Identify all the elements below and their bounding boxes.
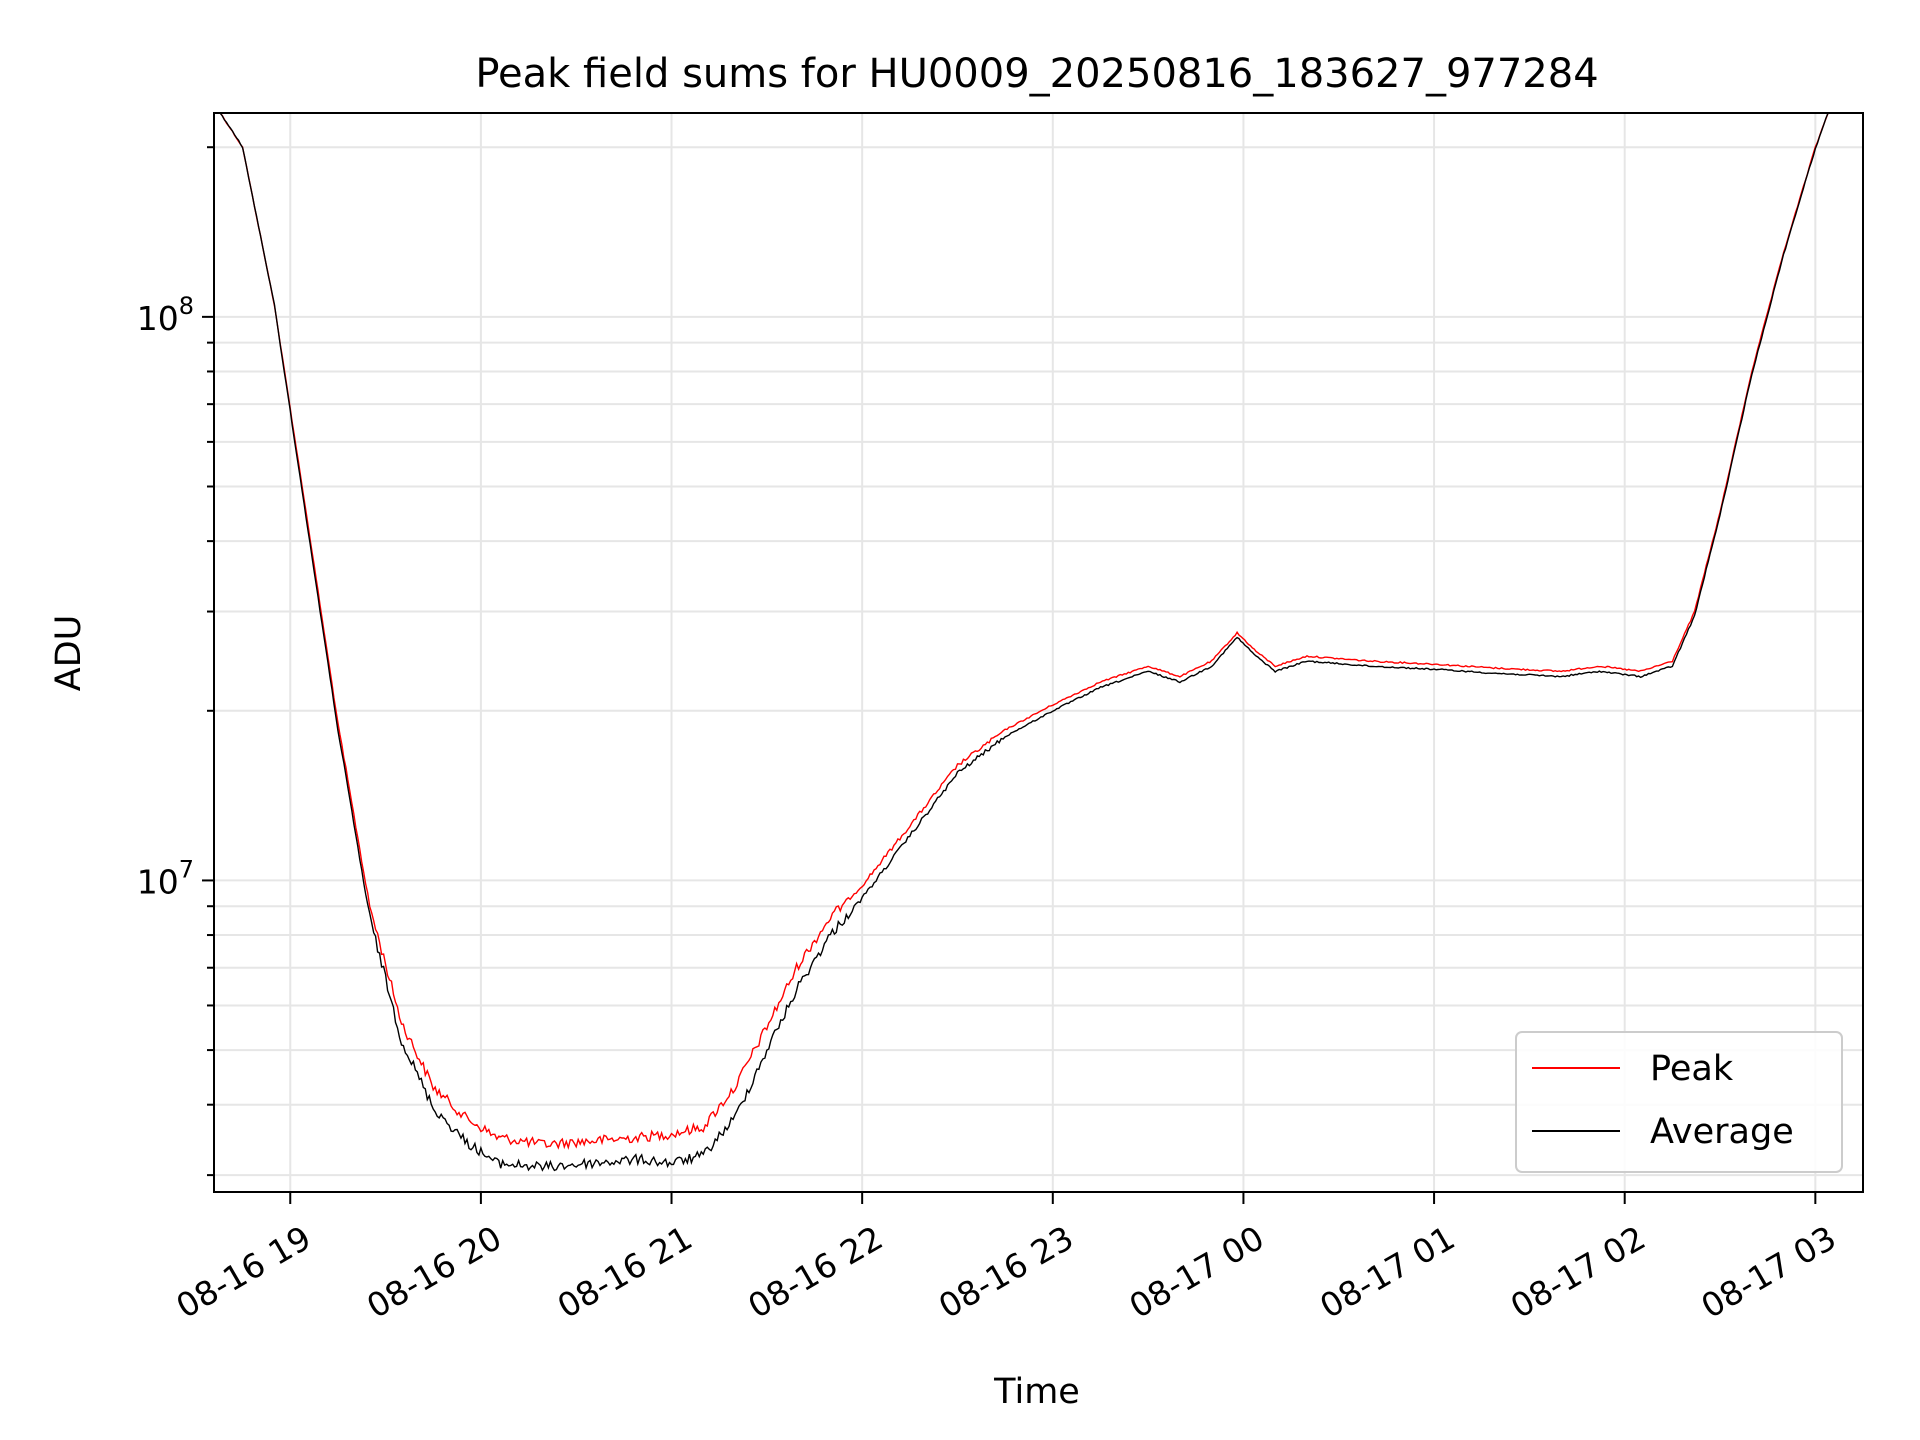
y-tick-label: 108 <box>137 292 194 338</box>
series-line-average <box>219 113 1829 1172</box>
y-axis-label: ADU <box>49 615 89 692</box>
legend-average-label: Average <box>1650 1112 1794 1152</box>
y-axis: 107 108 <box>137 146 214 1177</box>
x-tick-label: 08-16 19 <box>169 1218 317 1326</box>
x-tick-label: 08-17 01 <box>1313 1218 1461 1326</box>
x-tick-label: 08-16 22 <box>741 1218 889 1326</box>
x-tick-label: 08-17 02 <box>1504 1218 1652 1326</box>
x-tick-label: 08-16 21 <box>551 1218 699 1326</box>
legend: Peak Average <box>1515 1031 1843 1173</box>
legend-peak-label: Peak <box>1650 1049 1734 1089</box>
grid <box>214 113 1863 1192</box>
plot-frame <box>213 112 1864 1193</box>
x-tick-label: 08-17 00 <box>1123 1218 1271 1326</box>
x-tick-label: 08-16 20 <box>360 1218 508 1326</box>
y-tick-label: 107 <box>137 855 194 901</box>
series-line-peak <box>219 113 1829 1150</box>
chart-title: Peak field sums for HU0009_20250816_1836… <box>475 51 1598 97</box>
x-tick-label: 08-16 23 <box>932 1218 1080 1326</box>
series-layer <box>219 113 1829 1172</box>
x-axis-label: Time <box>993 1372 1080 1412</box>
x-tick-label: 08-17 03 <box>1695 1218 1843 1326</box>
x-axis: 08-16 19 08-16 20 08-16 21 08-16 22 08-16 23… <box>169 1192 1843 1326</box>
